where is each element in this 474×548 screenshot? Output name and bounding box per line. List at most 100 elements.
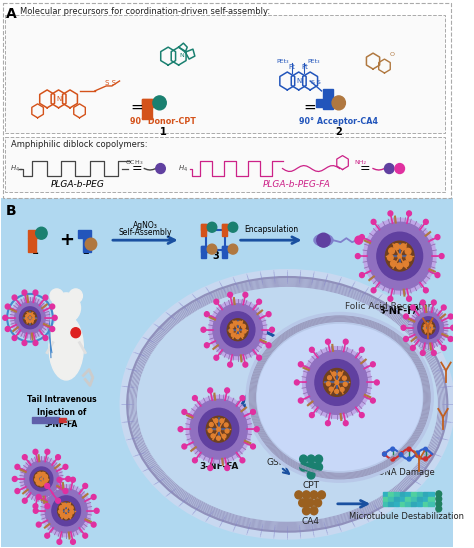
Bar bbox=[388, 502, 393, 506]
Circle shape bbox=[190, 399, 247, 459]
Circle shape bbox=[208, 429, 212, 432]
Circle shape bbox=[242, 329, 246, 333]
Circle shape bbox=[45, 533, 50, 538]
Circle shape bbox=[332, 96, 346, 110]
Circle shape bbox=[436, 506, 442, 512]
Circle shape bbox=[387, 255, 393, 260]
Circle shape bbox=[423, 288, 428, 293]
Bar bbox=[428, 497, 434, 501]
Circle shape bbox=[217, 427, 220, 431]
Text: =: = bbox=[304, 99, 317, 115]
Circle shape bbox=[50, 304, 55, 309]
Circle shape bbox=[63, 489, 68, 494]
Circle shape bbox=[22, 340, 27, 345]
Text: PEt₃: PEt₃ bbox=[276, 59, 289, 64]
Circle shape bbox=[229, 329, 233, 333]
Text: Pt: Pt bbox=[301, 64, 308, 70]
Bar bbox=[383, 492, 388, 496]
Bar bbox=[221, 224, 227, 236]
Bar bbox=[1, 198, 453, 546]
Circle shape bbox=[33, 318, 35, 319]
Circle shape bbox=[326, 421, 330, 426]
Circle shape bbox=[397, 263, 402, 269]
Circle shape bbox=[59, 506, 63, 510]
Circle shape bbox=[15, 302, 45, 334]
Circle shape bbox=[33, 340, 38, 345]
Circle shape bbox=[401, 326, 406, 330]
Bar bbox=[388, 497, 393, 501]
Text: 2: 2 bbox=[336, 127, 342, 137]
Bar bbox=[221, 224, 231, 230]
Bar bbox=[405, 497, 410, 501]
Circle shape bbox=[420, 351, 425, 356]
Circle shape bbox=[214, 299, 219, 304]
Text: N: N bbox=[296, 78, 301, 84]
Circle shape bbox=[335, 390, 338, 393]
Circle shape bbox=[399, 452, 403, 455]
Circle shape bbox=[403, 314, 409, 319]
Circle shape bbox=[425, 330, 427, 332]
Circle shape bbox=[156, 163, 165, 174]
Circle shape bbox=[59, 510, 63, 513]
Circle shape bbox=[58, 502, 75, 520]
Circle shape bbox=[423, 219, 428, 224]
Circle shape bbox=[207, 244, 217, 254]
Circle shape bbox=[224, 423, 228, 427]
Circle shape bbox=[243, 292, 248, 297]
Circle shape bbox=[441, 305, 446, 310]
Circle shape bbox=[302, 499, 310, 507]
Circle shape bbox=[240, 396, 245, 401]
Bar bbox=[78, 230, 91, 238]
Circle shape bbox=[186, 395, 251, 463]
Bar bbox=[221, 246, 227, 258]
Circle shape bbox=[91, 494, 96, 499]
Circle shape bbox=[227, 319, 248, 341]
Circle shape bbox=[424, 447, 428, 452]
Circle shape bbox=[68, 513, 72, 517]
Circle shape bbox=[201, 327, 206, 332]
Circle shape bbox=[436, 501, 442, 507]
Bar bbox=[411, 497, 416, 501]
Circle shape bbox=[310, 491, 318, 499]
Text: Microtubule Destabilization: Microtubule Destabilization bbox=[349, 512, 464, 521]
Bar bbox=[316, 99, 333, 107]
Circle shape bbox=[30, 313, 32, 315]
Text: 90° Acceptor-CA4: 90° Acceptor-CA4 bbox=[299, 117, 378, 126]
Circle shape bbox=[65, 510, 67, 512]
Circle shape bbox=[413, 312, 444, 344]
Bar bbox=[142, 99, 160, 107]
Circle shape bbox=[317, 233, 330, 247]
Circle shape bbox=[45, 489, 87, 533]
Circle shape bbox=[427, 330, 429, 333]
Circle shape bbox=[220, 312, 255, 347]
Circle shape bbox=[300, 463, 307, 471]
Circle shape bbox=[3, 315, 8, 320]
Text: Encapsulation: Encapsulation bbox=[244, 225, 298, 234]
Circle shape bbox=[255, 427, 259, 432]
Circle shape bbox=[435, 272, 440, 278]
Circle shape bbox=[11, 298, 49, 338]
Circle shape bbox=[343, 339, 348, 344]
Circle shape bbox=[27, 320, 28, 322]
Circle shape bbox=[35, 478, 38, 482]
Bar bbox=[405, 502, 410, 506]
Circle shape bbox=[41, 472, 45, 476]
Text: PLGA-b-PEG: PLGA-b-PEG bbox=[51, 180, 105, 190]
Text: CA4: CA4 bbox=[301, 517, 319, 526]
Circle shape bbox=[222, 434, 226, 438]
Circle shape bbox=[43, 335, 48, 340]
Bar bbox=[417, 492, 422, 496]
Circle shape bbox=[257, 355, 262, 360]
Circle shape bbox=[300, 455, 307, 463]
Ellipse shape bbox=[119, 269, 455, 540]
Circle shape bbox=[45, 483, 50, 488]
Circle shape bbox=[426, 323, 428, 325]
Circle shape bbox=[377, 232, 423, 280]
Circle shape bbox=[39, 482, 43, 486]
Bar bbox=[323, 89, 333, 109]
Circle shape bbox=[44, 478, 48, 482]
Circle shape bbox=[407, 211, 411, 216]
Circle shape bbox=[307, 455, 315, 463]
Circle shape bbox=[182, 409, 187, 414]
Circle shape bbox=[436, 491, 442, 497]
